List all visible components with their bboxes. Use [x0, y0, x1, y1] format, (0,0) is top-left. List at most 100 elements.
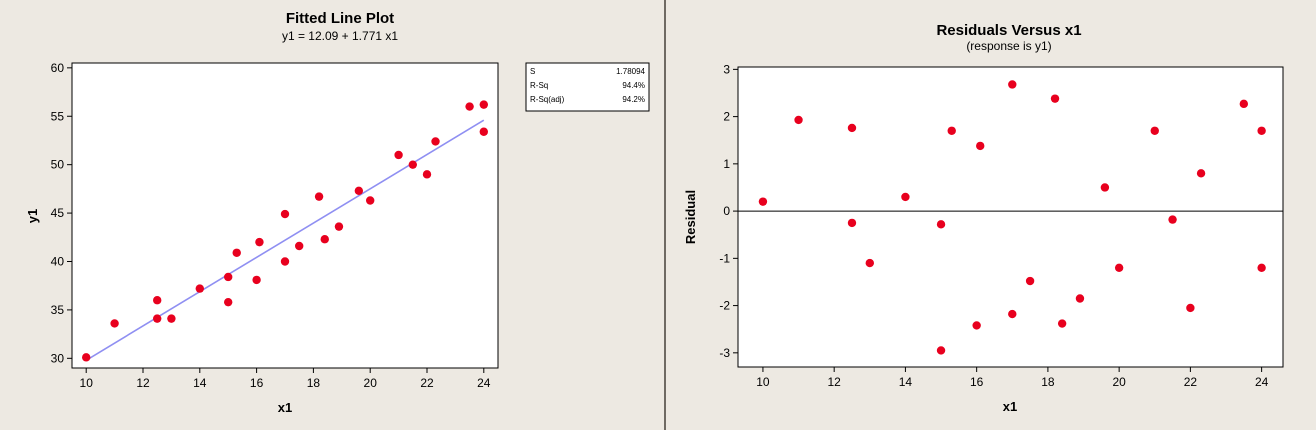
- x-tick-label: 20: [364, 376, 378, 390]
- chart-title: Residuals Versus x1: [936, 22, 1081, 39]
- data-point: [1057, 319, 1067, 328]
- data-point: [1150, 126, 1159, 135]
- data-point: [320, 235, 329, 244]
- y-tick-label: 50: [51, 158, 65, 172]
- x-tick-label: 24: [1255, 375, 1269, 389]
- data-point: [972, 321, 981, 330]
- x-axis-label: x1: [278, 400, 292, 415]
- x-tick-label: 10: [756, 375, 770, 389]
- data-point: [366, 196, 375, 205]
- data-point: [479, 127, 488, 136]
- data-point: [422, 170, 432, 179]
- stat-value-rsq-adj: 94.2%: [622, 95, 645, 104]
- data-point: [232, 248, 241, 257]
- data-point: [153, 296, 162, 305]
- data-point: [82, 353, 91, 362]
- chart-subtitle: (response is y1): [966, 39, 1051, 53]
- x-tick-label: 12: [827, 375, 841, 389]
- x-tick-label: 16: [970, 375, 984, 389]
- data-point: [1114, 263, 1124, 272]
- data-point: [758, 197, 768, 206]
- data-point: [1008, 309, 1017, 319]
- x-tick-label: 12: [136, 376, 150, 390]
- y-tick-label: 3: [723, 62, 730, 76]
- data-point: [224, 297, 233, 307]
- y-axis-label: y1: [25, 209, 40, 223]
- stat-value-rsq: 94.4%: [622, 81, 645, 90]
- data-point: [1239, 99, 1249, 109]
- y-tick-label: 2: [723, 110, 730, 124]
- fitted-regression-line: [85, 119, 485, 361]
- x-tick-label: 16: [250, 376, 264, 390]
- stats-box: S 1.78094 R-Sq 94.4% R-Sq(adj) 94.2%: [525, 62, 650, 112]
- y-tick-label: 0: [723, 204, 730, 218]
- residuals-plot: Residuals Versus x1 (response is y1) -3-…: [683, 22, 1284, 414]
- x-axis: 10 12 14 16 18 20 22 24: [756, 367, 1269, 389]
- x-axis-label: x1: [1003, 399, 1017, 414]
- x-tick-label: 22: [1184, 375, 1198, 389]
- data-point: [1008, 80, 1017, 89]
- y-tick-label: -1: [719, 251, 730, 265]
- chart-subtitle: y1 = 12.09 + 1.771 x1: [282, 29, 398, 43]
- x-tick-label: 14: [899, 375, 913, 389]
- data-point: [1168, 215, 1177, 224]
- data-point: [280, 257, 290, 266]
- data-points: [758, 80, 1266, 355]
- data-point: [479, 100, 488, 109]
- data-point: [252, 275, 261, 285]
- data-point: [947, 126, 956, 135]
- y-axis: -3 -2 -1 0 1 2 3: [719, 62, 738, 360]
- data-point: [314, 192, 324, 201]
- y-tick-label: 45: [51, 206, 65, 220]
- data-point: [394, 150, 403, 160]
- data-point: [936, 346, 946, 355]
- y-tick-label: 60: [51, 61, 65, 75]
- data-point: [334, 222, 344, 231]
- x-tick-label: 24: [477, 376, 491, 390]
- stat-value-s: 1.78094: [616, 67, 645, 76]
- x-tick-label: 22: [420, 376, 434, 390]
- data-point: [1257, 126, 1266, 135]
- data-point: [1025, 276, 1035, 286]
- y-tick-label: 35: [51, 303, 65, 317]
- data-point: [936, 220, 946, 229]
- x-tick-label: 18: [1041, 375, 1055, 389]
- data-points: [82, 100, 488, 362]
- y-tick-label: 30: [51, 351, 65, 365]
- data-point: [865, 258, 874, 268]
- data-point: [1196, 169, 1206, 178]
- data-point: [901, 192, 910, 202]
- y-tick-label: 55: [51, 109, 65, 123]
- data-point: [408, 160, 417, 169]
- y-tick-label: -2: [719, 299, 730, 313]
- data-point: [1186, 303, 1195, 313]
- stat-label-rsq-adj: R-Sq(adj): [530, 95, 565, 104]
- data-point: [465, 102, 474, 111]
- data-point: [110, 319, 119, 328]
- x-tick-label: 10: [80, 376, 94, 390]
- y-tick-label: 1: [723, 157, 730, 171]
- data-point: [354, 186, 364, 196]
- x-tick-label: 20: [1112, 375, 1126, 389]
- data-point: [976, 141, 985, 151]
- data-point: [255, 237, 264, 247]
- stat-label-rsq: R-Sq: [530, 81, 548, 90]
- x-axis: 10 12 14 16 18 20 22 24: [80, 368, 491, 390]
- data-point: [847, 218, 857, 228]
- data-point: [153, 314, 162, 323]
- plot-area: [737, 66, 1284, 368]
- data-point: [167, 314, 176, 323]
- data-point: [195, 284, 204, 293]
- y-axis-label: Residual: [683, 190, 698, 244]
- data-point: [794, 115, 803, 125]
- data-point: [1257, 263, 1266, 272]
- x-tick-label: 14: [193, 376, 207, 390]
- y-axis: 30 35 40 45 50 55 60: [51, 61, 72, 365]
- data-point: [1050, 94, 1060, 103]
- x-tick-label: 18: [307, 376, 321, 390]
- fitted-line-plot: Fitted Line Plot y1 = 12.09 + 1.771 x1 3…: [25, 10, 650, 415]
- chart-title: Fitted Line Plot: [286, 10, 394, 27]
- data-point: [1100, 183, 1110, 192]
- panel-divider: [664, 0, 666, 430]
